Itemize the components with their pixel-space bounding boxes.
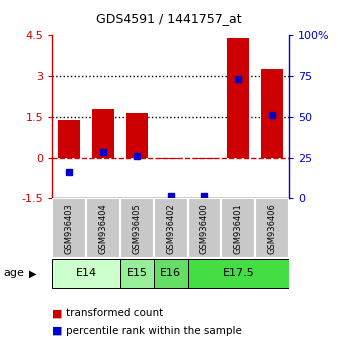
- Bar: [154, 259, 188, 288]
- Bar: [193, 158, 216, 159]
- Bar: [58, 120, 80, 158]
- Bar: [126, 113, 148, 158]
- Text: ■: ■: [52, 308, 63, 318]
- Text: ■: ■: [52, 326, 63, 336]
- Text: E14: E14: [76, 268, 97, 279]
- Text: GSM936404: GSM936404: [99, 203, 107, 254]
- Text: ▶: ▶: [29, 268, 36, 279]
- Bar: [86, 198, 120, 258]
- Text: E15: E15: [126, 268, 147, 279]
- Text: transformed count: transformed count: [66, 308, 163, 318]
- Text: GSM936403: GSM936403: [65, 203, 74, 254]
- Text: E16: E16: [160, 268, 181, 279]
- Text: percentile rank within the sample: percentile rank within the sample: [66, 326, 242, 336]
- Text: GSM936406: GSM936406: [268, 203, 276, 254]
- Bar: [160, 158, 182, 159]
- Bar: [261, 69, 283, 158]
- Bar: [52, 259, 120, 288]
- Bar: [120, 259, 154, 288]
- Bar: [154, 198, 188, 258]
- Bar: [120, 198, 154, 258]
- Text: GSM936402: GSM936402: [166, 203, 175, 254]
- Bar: [188, 198, 221, 258]
- Bar: [221, 198, 255, 258]
- Bar: [255, 198, 289, 258]
- Text: E17.5: E17.5: [222, 268, 254, 279]
- Bar: [227, 38, 249, 158]
- Text: GSM936405: GSM936405: [132, 203, 141, 254]
- Text: GSM936401: GSM936401: [234, 203, 243, 254]
- Text: GSM936400: GSM936400: [200, 203, 209, 254]
- Text: GDS4591 / 1441757_at: GDS4591 / 1441757_at: [96, 12, 242, 25]
- Bar: [92, 109, 114, 158]
- Bar: [52, 198, 86, 258]
- Bar: [188, 259, 289, 288]
- Text: age: age: [3, 268, 24, 279]
